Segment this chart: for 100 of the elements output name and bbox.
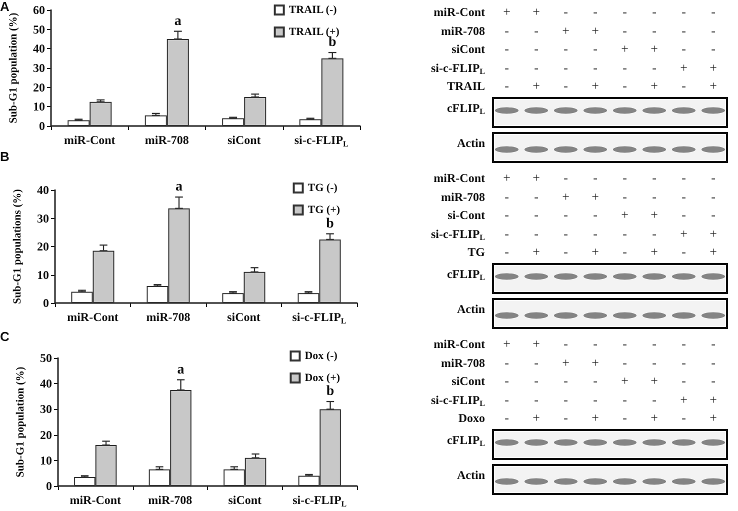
text: - xyxy=(682,78,686,93)
text: - xyxy=(622,188,627,204)
text: - xyxy=(682,170,686,185)
text: - xyxy=(593,4,598,19)
text: - xyxy=(711,207,716,222)
legend-label: TG (+) xyxy=(308,204,340,216)
text: - xyxy=(711,22,716,38)
text: - xyxy=(652,354,656,370)
text: + xyxy=(621,207,628,222)
text: - xyxy=(593,60,598,74)
text: + xyxy=(503,336,510,351)
text: + xyxy=(680,226,688,240)
text: - xyxy=(534,226,538,240)
x-tick-label: siCont xyxy=(228,493,262,507)
text: - xyxy=(534,373,538,388)
y-tick-label: 20 xyxy=(33,80,45,94)
text: + xyxy=(621,41,628,56)
category-label: miR-Cont xyxy=(434,171,485,185)
text: - xyxy=(564,4,568,19)
text: + xyxy=(710,244,717,259)
text: - xyxy=(593,41,598,56)
text: - xyxy=(504,207,509,222)
category-label: siCont xyxy=(452,374,485,388)
y-tick-label: 10 xyxy=(37,268,49,282)
legend-label: TRAIL (-) xyxy=(288,4,338,16)
text: - xyxy=(593,170,598,185)
text: - xyxy=(622,4,627,19)
y-tick-label: 30 xyxy=(33,61,45,75)
text: - xyxy=(711,373,716,388)
text: - xyxy=(534,60,538,74)
category-label: TG xyxy=(468,245,485,259)
text: + xyxy=(680,392,688,406)
text: - xyxy=(682,207,686,222)
text: - xyxy=(682,244,686,259)
text: - xyxy=(622,78,627,93)
text: - xyxy=(622,354,627,370)
text: - xyxy=(504,244,509,259)
text: + xyxy=(592,354,599,370)
category-label: TRAIL xyxy=(446,79,485,93)
data-label: b xyxy=(326,384,334,400)
text: + xyxy=(650,244,658,259)
text: + xyxy=(710,60,717,74)
category-label: miR-708 xyxy=(441,356,485,370)
text: - xyxy=(711,41,716,56)
category-label: siCont xyxy=(452,42,485,56)
text: - xyxy=(711,188,716,204)
text: - xyxy=(682,188,686,204)
legend-label: Dox (-) xyxy=(304,350,338,362)
text: - xyxy=(564,60,568,74)
text: - xyxy=(711,170,716,185)
y-tick-label: 40 xyxy=(33,42,45,56)
category-label: si-c-FLIP$_{L}$ xyxy=(431,60,485,76)
text: - xyxy=(564,410,568,425)
text: - xyxy=(622,336,627,351)
text: + xyxy=(710,392,717,406)
text: + xyxy=(532,336,540,351)
text: - xyxy=(564,336,568,351)
legend-label: TRAIL (+) xyxy=(288,26,340,38)
data-label: a xyxy=(177,362,184,378)
text: - xyxy=(504,354,509,370)
legend-label: TG (-) xyxy=(308,182,338,194)
text: - xyxy=(622,226,627,240)
text: - xyxy=(622,60,627,74)
text: + xyxy=(680,60,688,74)
x-tick-label: siCont xyxy=(227,310,260,324)
y-tick-label: 10 xyxy=(33,100,45,114)
y-tick-label: 60 xyxy=(33,3,45,17)
text: - xyxy=(534,354,538,370)
chart-title: A xyxy=(0,0,10,14)
category-label: Doxo xyxy=(458,411,485,425)
text: - xyxy=(682,373,686,388)
text: - xyxy=(682,22,686,38)
text: - xyxy=(652,4,656,19)
y-tick-label: 0 xyxy=(39,119,45,133)
text: - xyxy=(593,336,598,351)
y-tick-label: 0 xyxy=(43,296,49,310)
y-tick-label: 10 xyxy=(40,453,52,468)
y-axis-title: Sub-G1 population (%) xyxy=(14,366,26,478)
y-axis-title: Sub-G1 populations (%) xyxy=(12,188,24,304)
y-tick-label: 40 xyxy=(37,183,49,197)
text: - xyxy=(564,78,568,93)
text: - xyxy=(593,392,598,406)
text: - xyxy=(622,392,627,406)
data-label: a xyxy=(176,180,183,195)
x-tick-label: miR-Cont xyxy=(64,133,116,147)
text: + xyxy=(710,226,717,240)
text: - xyxy=(711,336,716,351)
x-tick-label: miR-Cont xyxy=(70,493,122,507)
text: - xyxy=(504,41,509,56)
y-tick-label: 20 xyxy=(37,240,49,254)
text: - xyxy=(652,60,656,74)
text: - xyxy=(622,410,627,425)
text: - xyxy=(682,4,686,19)
data-label: a xyxy=(174,14,182,29)
text: - xyxy=(504,410,509,425)
text: - xyxy=(534,41,538,56)
text: - xyxy=(564,226,568,240)
y-tick-label: 40 xyxy=(40,376,52,391)
text: - xyxy=(504,392,509,406)
text: + xyxy=(592,22,599,38)
